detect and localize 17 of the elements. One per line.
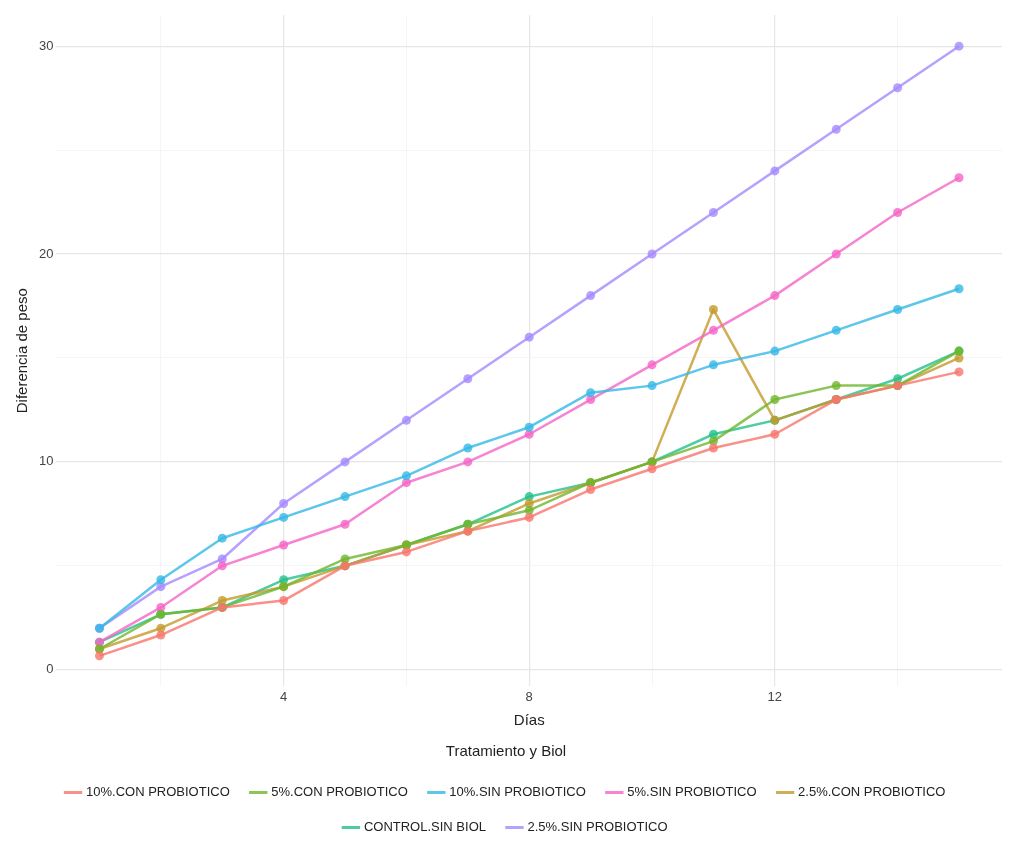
- x-axis-title: Días: [513, 711, 545, 729]
- legend-title: Tratamiento y Biol: [445, 741, 567, 759]
- legend-label: 5%.SIN PROBIOTICO: [627, 784, 757, 800]
- x-tick-label: 4: [280, 688, 288, 704]
- x-tick-label: 8: [525, 688, 533, 704]
- legend-label: 2.5%.CON PROBIOTICO: [798, 784, 946, 800]
- y-tick-label: 0: [46, 661, 54, 677]
- legend-label: 10%.CON PROBIOTICO: [86, 784, 230, 800]
- legend-label: 10%.SIN PROBIOTICO: [449, 784, 586, 800]
- y-tick-label: 10: [38, 453, 54, 469]
- legend-label: 5%.CON PROBIOTICO: [271, 784, 408, 800]
- y-tick-label: 20: [38, 245, 54, 261]
- legend-label: CONTROL.SIN BIOL: [363, 819, 486, 835]
- y-tick-label: 30: [38, 37, 54, 53]
- y-axis-title: Diferencia de peso: [13, 288, 31, 414]
- legend-label: 2.5%.SIN PROBIOTICO: [527, 819, 668, 835]
- x-tick-label: 12: [767, 688, 783, 704]
